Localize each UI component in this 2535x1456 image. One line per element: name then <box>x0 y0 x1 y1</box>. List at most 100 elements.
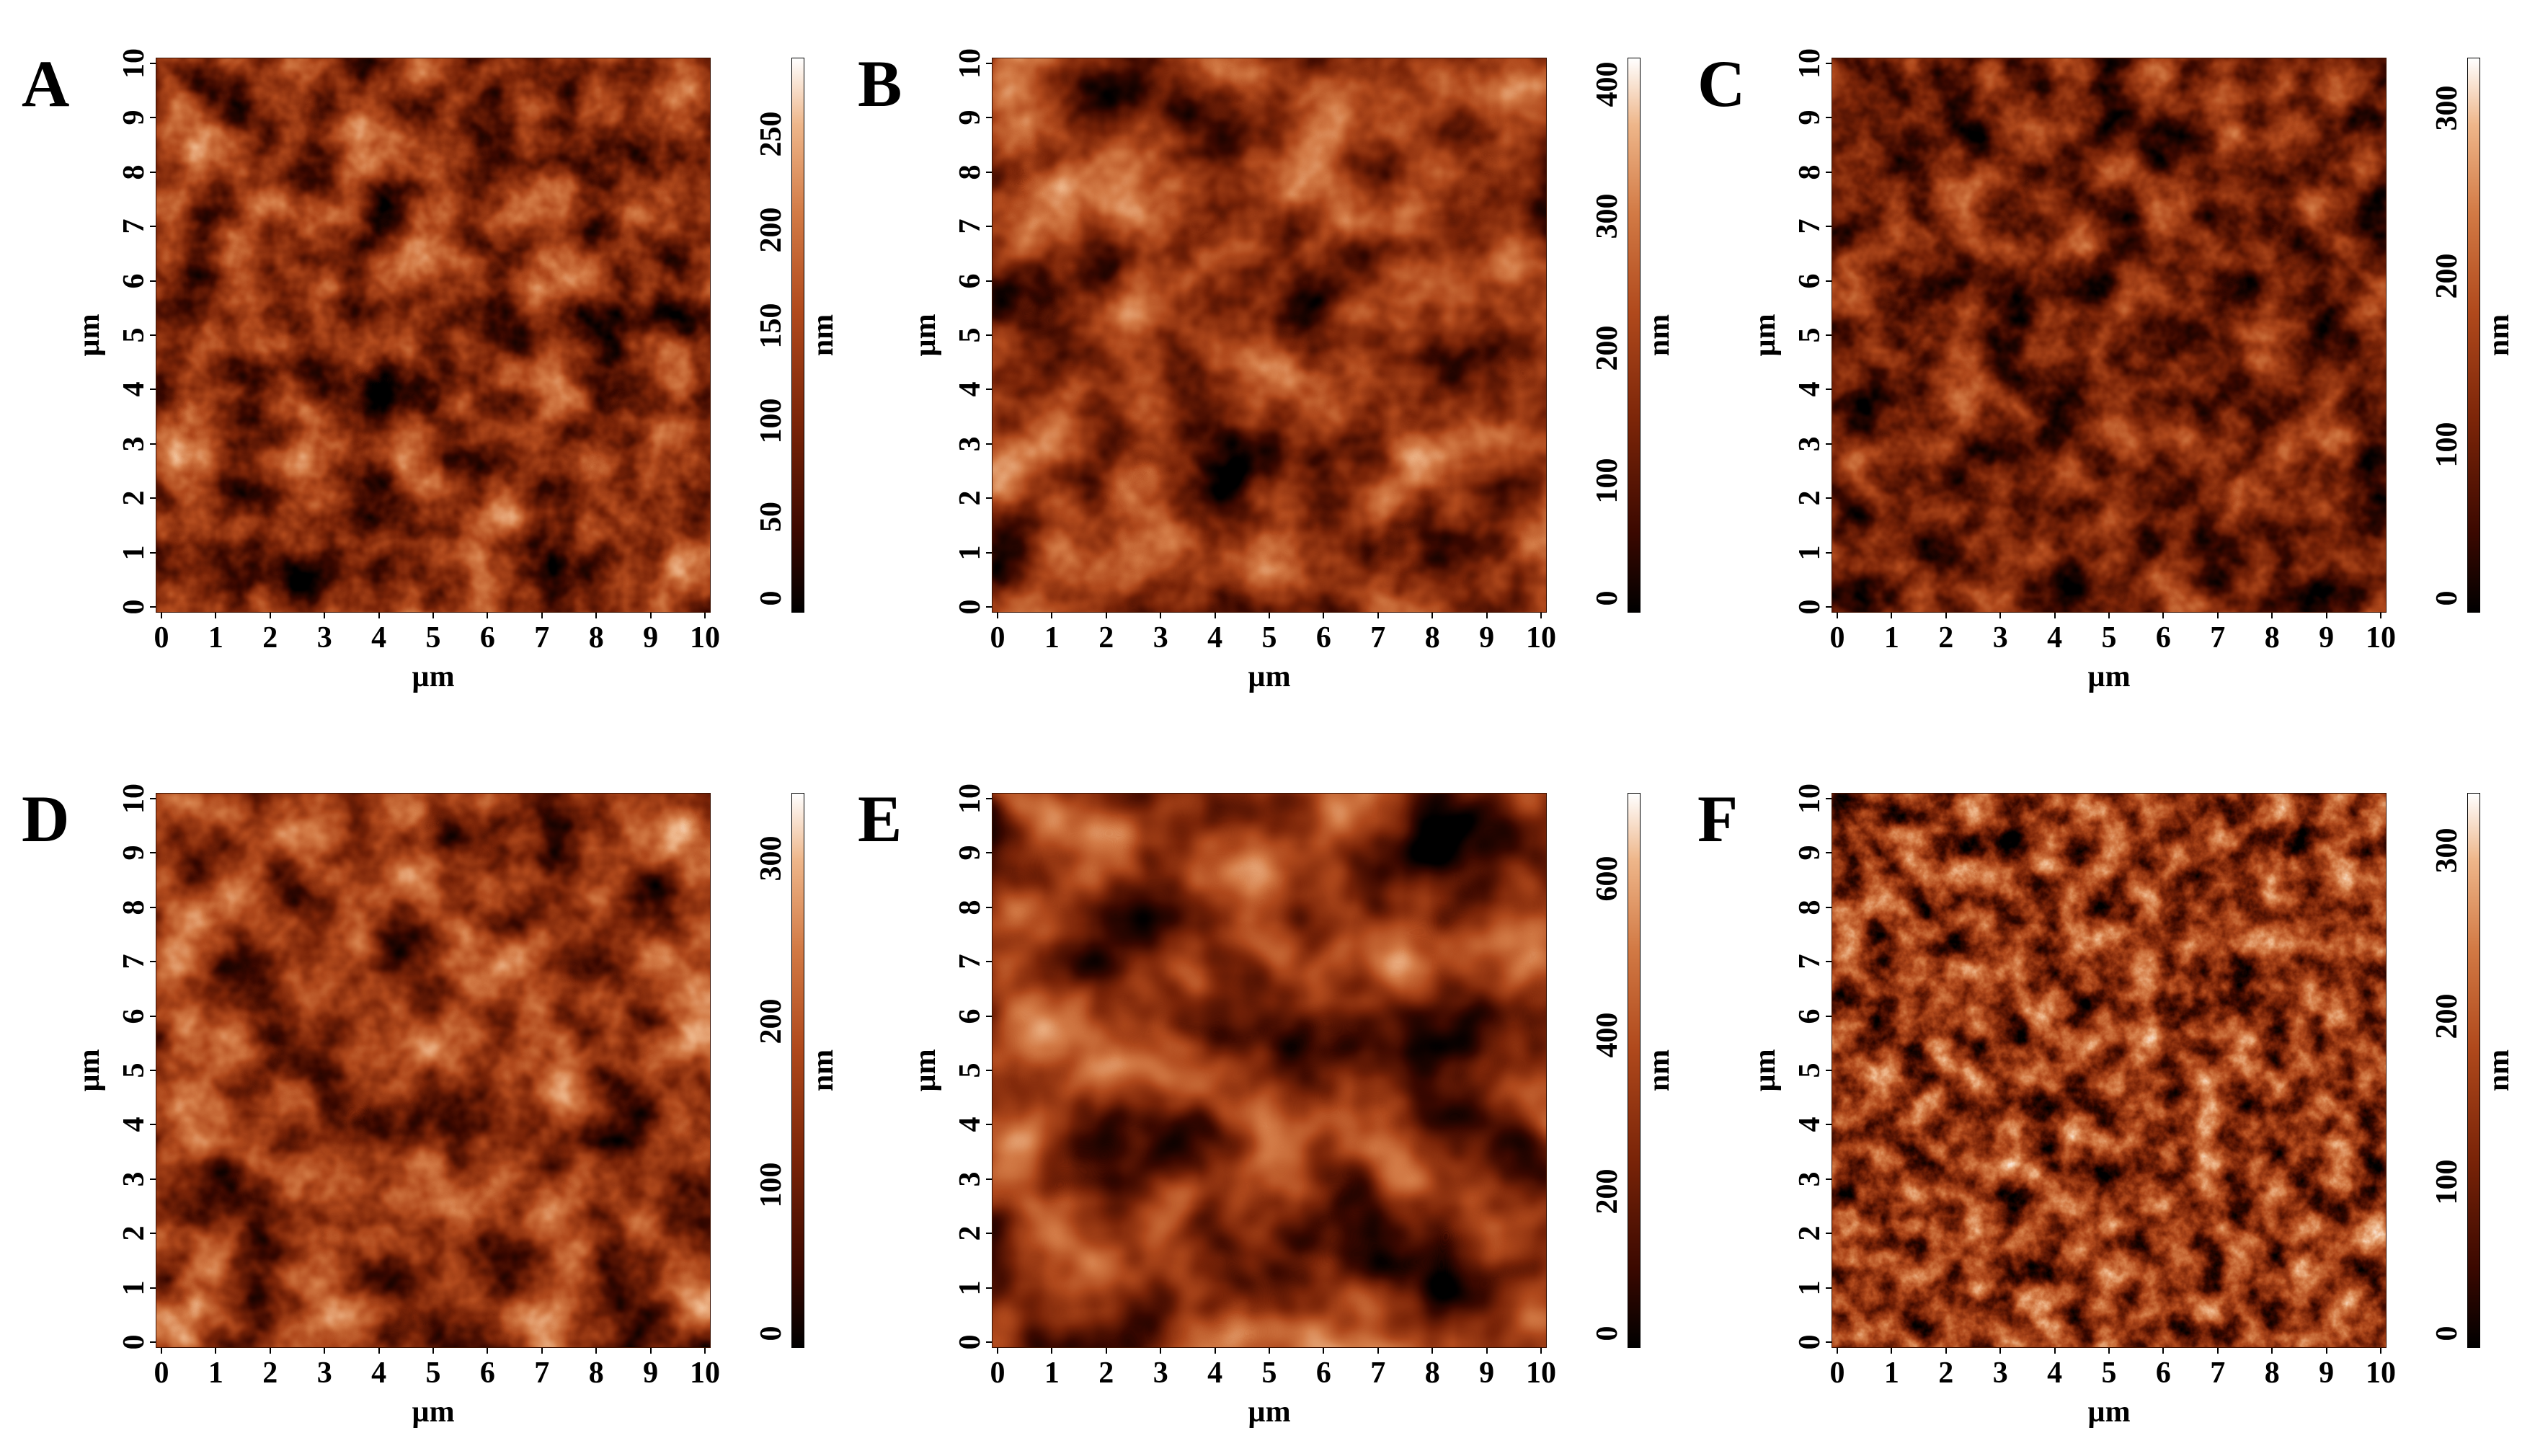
x-tick-label: 2 <box>262 621 278 654</box>
x-tick-label: 3 <box>1992 621 2008 654</box>
y-tick-mark <box>150 1178 156 1180</box>
x-tick-mark <box>1891 1348 1893 1354</box>
x-tick-label: 1 <box>1883 1357 1899 1390</box>
x-tick-label: 5 <box>425 621 441 654</box>
x-tick-label: 9 <box>1479 1357 1495 1390</box>
x-tick-mark <box>2271 1348 2273 1354</box>
y-tick-label: 7 <box>117 218 151 234</box>
scale-tick-label: 0 <box>755 1326 788 1341</box>
y-tick-label: 2 <box>117 490 151 506</box>
x-tick-mark <box>1323 1348 1325 1354</box>
y-tick-mark <box>986 1287 992 1289</box>
y-tick-mark <box>986 63 992 64</box>
afm-height-map <box>156 793 711 1348</box>
y-tick-mark <box>1826 63 1832 64</box>
x-tick-label: 9 <box>2319 1357 2335 1390</box>
y-tick-label: 1 <box>1793 545 1826 561</box>
y-tick-label: 0 <box>954 1334 987 1350</box>
x-tick-label: 3 <box>316 1357 332 1390</box>
x-tick-label: 10 <box>2366 621 2396 654</box>
x-tick-mark <box>269 1348 271 1354</box>
y-tick-mark <box>1826 852 1832 854</box>
y-tick-mark <box>150 1124 156 1126</box>
y-tick-label: 3 <box>1793 1171 1826 1187</box>
x-tick-mark <box>704 613 706 618</box>
y-tick-label: 4 <box>1793 381 1826 397</box>
y-tick-mark <box>1826 1124 1832 1126</box>
y-tick-label: 5 <box>117 1062 151 1078</box>
x-tick-mark <box>2216 613 2219 618</box>
afm-height-map <box>992 58 1547 613</box>
afm-height-map <box>1832 58 2387 613</box>
y-tick-mark <box>986 389 992 391</box>
x-tick-mark <box>2054 613 2056 618</box>
x-tick-label: 3 <box>316 621 332 654</box>
y-tick-mark <box>1826 1233 1832 1235</box>
x-tick-label: 9 <box>2319 621 2335 654</box>
x-tick-mark <box>1486 613 1488 618</box>
scale-unit-label: nm <box>807 314 840 357</box>
y-tick-mark <box>986 1341 992 1343</box>
y-tick-mark <box>986 443 992 445</box>
x-axis-label: µm <box>2087 1395 2131 1429</box>
x-tick-label: 3 <box>1153 621 1168 654</box>
y-axis-label: µm <box>1749 314 1782 357</box>
x-tick-mark <box>1214 1348 1216 1354</box>
x-tick-label: 1 <box>208 621 223 654</box>
y-tick-label: 4 <box>117 1117 151 1132</box>
x-tick-label: 7 <box>1370 621 1386 654</box>
x-tick-mark <box>2325 1348 2327 1354</box>
y-tick-mark <box>150 1341 156 1343</box>
x-tick-mark <box>595 613 598 618</box>
y-tick-mark <box>1826 1178 1832 1180</box>
y-tick-label: 4 <box>117 381 151 397</box>
y-tick-label: 5 <box>1793 1062 1826 1078</box>
y-tick-label: 8 <box>1793 164 1826 180</box>
x-tick-mark <box>432 613 434 618</box>
y-axis-label: µm <box>1749 1049 1782 1092</box>
y-tick-mark <box>150 63 156 64</box>
x-tick-label: 9 <box>643 1357 659 1390</box>
height-color-scale <box>2467 58 2480 613</box>
x-tick-label: 10 <box>690 621 720 654</box>
x-tick-label: 4 <box>1207 1357 1223 1390</box>
panel-label: F <box>1697 782 1739 856</box>
panel-label: D <box>22 782 70 856</box>
height-color-scale <box>791 58 804 613</box>
afm-panel-c: C 0 1 2 3 4 5 6 7 8 9 10 µm 0 1 2 3 4 5 6 7 8 9 10 µm 0 100 200 300 n… <box>1697 29 2516 721</box>
y-axis-label: µm <box>73 314 106 357</box>
y-tick-mark <box>150 1287 156 1289</box>
x-tick-mark <box>269 613 271 618</box>
y-tick-mark <box>986 961 992 963</box>
scale-tick-label: 150 <box>755 303 788 349</box>
x-tick-mark <box>1999 1348 2002 1354</box>
y-tick-label: 10 <box>954 48 987 79</box>
x-tick-label: 2 <box>1938 1357 1954 1390</box>
x-tick-mark <box>1160 1348 1162 1354</box>
x-tick-mark <box>1837 1348 1838 1354</box>
x-tick-mark <box>1540 613 1542 618</box>
y-tick-mark <box>150 961 156 963</box>
scale-unit-label: nm <box>807 1049 840 1092</box>
x-tick-mark <box>378 1348 380 1354</box>
x-tick-label: 6 <box>479 621 495 654</box>
scale-tick-label: 0 <box>1591 590 1624 606</box>
x-tick-mark <box>541 1348 543 1354</box>
height-color-scale <box>1628 58 1641 613</box>
y-tick-label: 3 <box>954 436 987 452</box>
y-tick-label: 5 <box>954 1062 987 1078</box>
x-tick-label: 5 <box>1261 621 1277 654</box>
y-tick-label: 9 <box>117 845 151 861</box>
x-tick-mark <box>1105 613 1107 618</box>
y-tick-label: 2 <box>954 490 987 506</box>
y-tick-mark <box>150 1015 156 1017</box>
y-tick-mark <box>150 171 156 173</box>
afm-height-map <box>992 793 1547 1348</box>
y-tick-label: 7 <box>954 954 987 969</box>
scale-tick-label: 250 <box>755 111 788 157</box>
afm-height-map <box>156 58 711 613</box>
afm-panel-d: D 0 1 2 3 4 5 6 7 8 9 10 µm 0 1 2 3 4 5 6 7 8 9 10 µm 0 100 200 300 n… <box>22 764 840 1456</box>
y-tick-mark <box>150 1070 156 1071</box>
x-tick-mark <box>487 613 489 618</box>
afm-panel-e: E 0 1 2 3 4 5 6 7 8 9 10 µm 0 1 2 3 4 5 6 7 8 9 10 µm 0 200 400 600 n… <box>858 764 1676 1456</box>
